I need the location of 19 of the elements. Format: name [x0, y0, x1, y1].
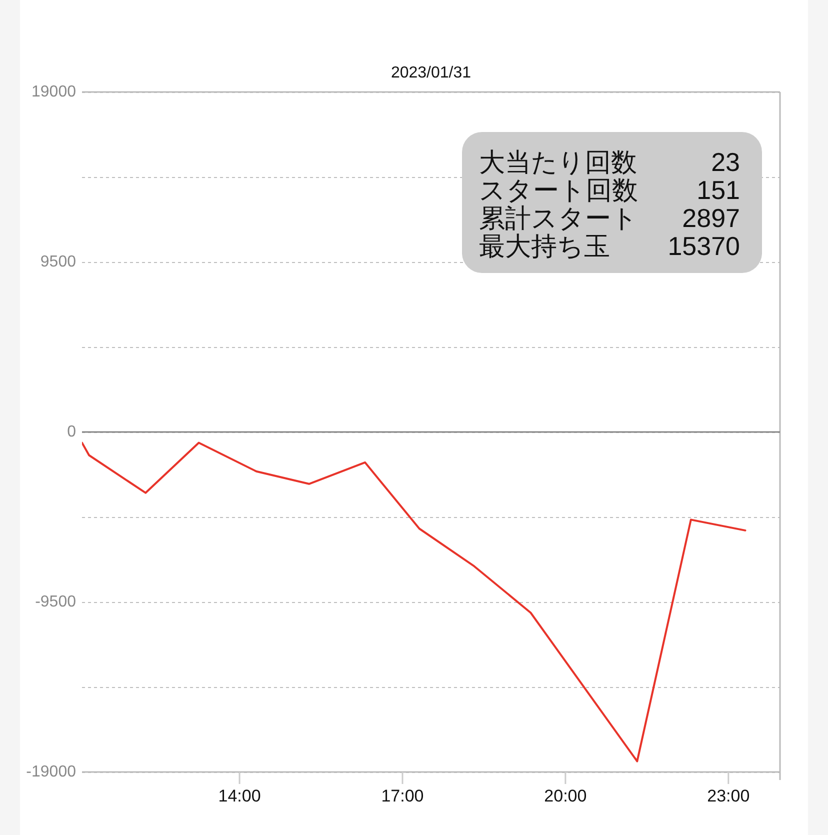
line-series: [82, 442, 746, 762]
annotation: 最大持ち玉: [479, 231, 610, 261]
annotation: 大当たり回数: [479, 147, 637, 177]
y-tick-label: 9500: [40, 254, 76, 270]
annotation: 151: [696, 175, 740, 205]
y-tick-label: -19000: [26, 764, 76, 780]
annotation: 15370: [668, 231, 740, 261]
x-tick-label: 20:00: [544, 786, 587, 806]
annotation: 23: [711, 147, 740, 177]
x-tick-label: 14:00: [218, 786, 261, 806]
annotation: スタート回数: [479, 175, 638, 205]
y-tick-label: -9500: [35, 594, 76, 610]
annotation: 累計スタート: [479, 203, 638, 233]
annotation: 2897: [682, 203, 740, 233]
y-tick-label: 19000: [32, 84, 76, 100]
y-tick-label: 0: [67, 424, 76, 440]
x-tick-label: 17:00: [381, 786, 424, 806]
chart-title: 2023/01/31: [390, 64, 472, 82]
x-tick-label: 23:00: [707, 786, 750, 806]
